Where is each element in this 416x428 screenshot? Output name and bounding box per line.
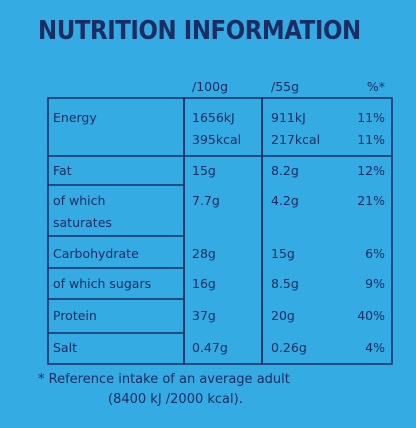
footnote-reference-intake: * Reference intake of an average adult (38, 372, 290, 387)
value-reference-intake: 40% (357, 308, 385, 323)
row-label: Salt (53, 340, 77, 355)
row-label: of which saturates (53, 193, 112, 230)
row-label: of which sugars (53, 276, 152, 291)
row-label: Energy (53, 110, 97, 125)
value-per-100g: 7.7g (192, 193, 220, 208)
value-per-100g: 1656kJ 395kcal (192, 110, 242, 147)
value-per-100g: 15g (192, 163, 216, 178)
row-label: Carbohydrate (53, 246, 139, 261)
value-per-55g: 8.2g (271, 163, 299, 178)
value-reference-intake: 6% (365, 246, 385, 261)
value-reference-intake: 12% (357, 163, 385, 178)
value-reference-intake: 21% (357, 193, 385, 208)
footnote-energy-reference: (8400 kJ /2000 kcal). (108, 392, 243, 407)
column-header-reference-intake: %* (366, 79, 385, 94)
column-header-per-55g: /55g (271, 79, 300, 94)
value-per-55g: 20g (271, 308, 295, 323)
value-per-55g: 8.5g (271, 276, 299, 291)
row-label: Protein (53, 308, 97, 323)
value-per-55g: 4.2g (271, 193, 299, 208)
value-reference-intake: 9% (365, 276, 385, 291)
value-per-55g: 911kJ 217kcal (271, 110, 321, 147)
value-reference-intake: 4% (365, 340, 385, 355)
value-per-100g: 16g (192, 276, 216, 291)
value-per-100g: 37g (192, 308, 216, 323)
column-header-per-100g: /100g (192, 79, 229, 94)
row-label: Fat (53, 163, 72, 178)
value-reference-intake: 11% 11% (357, 110, 385, 147)
value-per-55g: 15g (271, 246, 295, 261)
value-per-100g: 0.47g (192, 340, 228, 355)
value-per-55g: 0.26g (271, 340, 307, 355)
page-title: NUTRITION INFORMATION (38, 16, 361, 46)
value-per-100g: 28g (192, 246, 216, 261)
